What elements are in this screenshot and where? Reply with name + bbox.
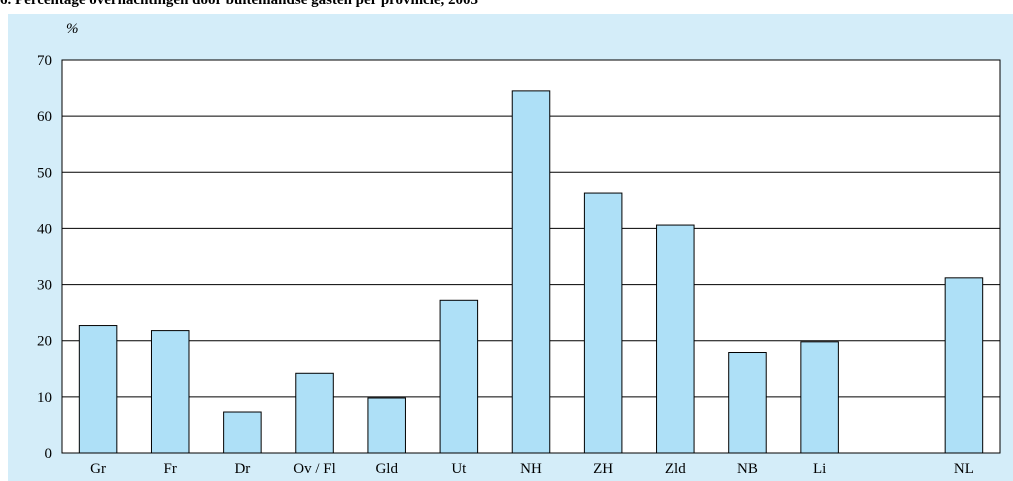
y-tick-label: 70	[37, 53, 52, 69]
y-tick-label: 10	[37, 390, 52, 406]
bar	[150, 330, 190, 454]
bar	[583, 192, 623, 454]
x-tick-label: Dr	[234, 461, 250, 477]
x-tick-label: NL	[954, 461, 974, 477]
x-tick-label: Gld	[375, 461, 398, 477]
y-tick-label: 50	[37, 165, 52, 181]
x-tick-label: Gr	[90, 461, 106, 477]
x-tick-label: NH	[520, 461, 542, 477]
bar	[295, 372, 334, 454]
bar	[800, 341, 839, 454]
bar	[728, 352, 767, 454]
bar	[78, 325, 118, 454]
x-tick-label: Ut	[451, 461, 467, 477]
x-tick-label: Li	[813, 461, 826, 477]
chart-title: 6. Percentage overnachtingen door buiten…	[0, 0, 478, 8]
bar	[367, 397, 406, 454]
bar	[511, 90, 551, 454]
y-tick-label: 0	[45, 446, 53, 462]
x-tick-label: NB	[737, 461, 758, 477]
x-tick-label: Ov / Fl	[293, 461, 336, 477]
x-tick-label: Fr	[164, 461, 177, 477]
y-tick-label: 20	[37, 334, 52, 350]
y-tick-label: 60	[37, 109, 52, 125]
bar	[439, 299, 479, 454]
bar	[223, 411, 262, 454]
y-axis-label: %	[66, 21, 79, 37]
bar	[944, 277, 984, 454]
y-tick-label: 30	[37, 278, 52, 294]
y-tick-label: 40	[37, 221, 52, 237]
x-tick-label: Zld	[665, 461, 686, 477]
bar	[656, 224, 695, 454]
x-tick-label: ZH	[593, 461, 613, 477]
